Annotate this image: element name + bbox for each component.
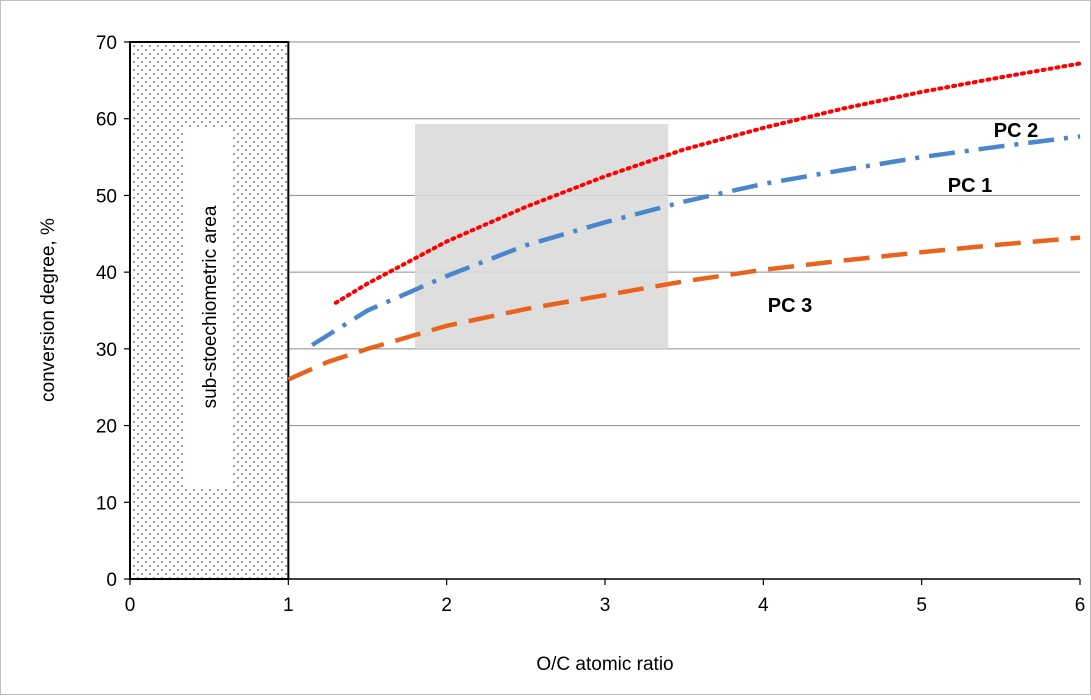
highlight-region	[415, 124, 669, 349]
x-tick-label-3: 3	[600, 595, 611, 616]
y-tick-label-50: 50	[96, 186, 117, 207]
series-label-pc2: PC 2	[994, 120, 1038, 142]
x-tick-label-4: 4	[758, 595, 769, 616]
y-tick-label-20: 20	[96, 417, 117, 438]
y-tick-label-10: 10	[96, 493, 117, 514]
y-tick-label-70: 70	[96, 33, 117, 54]
series-label-pc1: PC 1	[948, 175, 992, 197]
series-line-pc3	[287, 235, 1081, 382]
x-tick-label-0: 0	[125, 595, 136, 616]
series-layer	[287, 61, 1082, 382]
y-tick-label-60: 60	[96, 110, 117, 131]
series-label-pc3: PC 3	[768, 295, 812, 317]
x-axis-title: O/C atomic ratio	[536, 654, 673, 675]
x-tick-label-6: 6	[1075, 595, 1086, 616]
x-tick-label-5: 5	[916, 595, 927, 616]
x-tick-label-1: 1	[283, 595, 294, 616]
y-tick-label-0: 0	[106, 570, 117, 591]
y-tick-label-30: 30	[96, 340, 117, 361]
region-label: sub-stoechiometric area	[200, 205, 221, 408]
label-layer: PC 2 PC 1 PC 3	[768, 120, 1038, 317]
x-tick-label-2: 2	[441, 595, 452, 616]
y-axis-title: conversion degree, %	[38, 218, 59, 402]
series-line-pc1	[310, 134, 1081, 347]
region-label-backdrop	[185, 128, 234, 488]
series-line-pc2	[333, 61, 1082, 305]
y-tick-label-40: 40	[96, 263, 117, 284]
region-layer: sub-stoechiometric area	[129, 41, 669, 580]
